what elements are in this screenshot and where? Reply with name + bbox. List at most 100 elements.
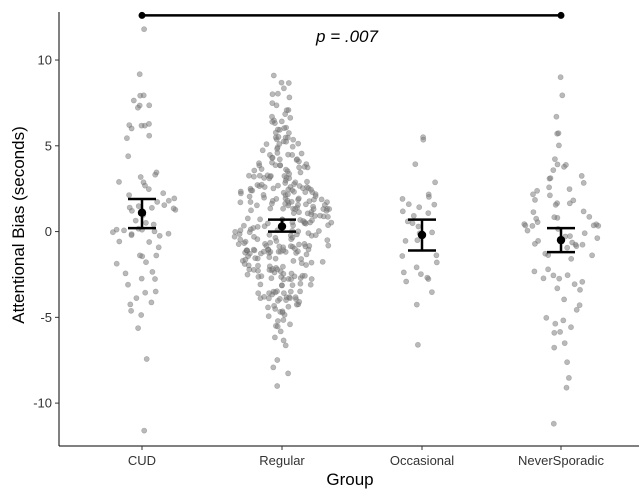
- data-point: [261, 293, 268, 300]
- data-point: [280, 247, 287, 254]
- data-point: [272, 255, 279, 262]
- data-point: [269, 113, 275, 120]
- data-point: [413, 301, 420, 308]
- data-point: [269, 91, 276, 98]
- data-point: [310, 206, 317, 212]
- data-point: [308, 259, 315, 266]
- data-point: [424, 274, 431, 281]
- data-point: [579, 278, 586, 285]
- data-point: [132, 217, 139, 224]
- data-point: [128, 232, 135, 239]
- data-point: [319, 258, 326, 265]
- comparison-endpoint: [138, 11, 146, 19]
- data-point: [279, 309, 286, 316]
- data-point: [269, 100, 276, 106]
- data-point: [264, 220, 271, 227]
- data-point: [237, 199, 244, 206]
- data-point: [287, 243, 294, 250]
- data-point: [288, 270, 295, 277]
- data-point: [280, 189, 287, 196]
- data-point: [295, 201, 301, 208]
- data-point: [552, 156, 558, 162]
- data-point: [283, 297, 289, 303]
- y-tick-label: 0: [45, 224, 52, 239]
- data-point: [258, 166, 265, 172]
- data-point: [269, 118, 276, 125]
- data-point: [246, 193, 253, 200]
- data-point: [283, 166, 289, 173]
- data-point: [142, 182, 148, 189]
- data-point: [126, 192, 133, 198]
- data-point: [307, 281, 314, 288]
- data-point: [116, 238, 123, 245]
- data-point: [580, 179, 587, 186]
- data-point: [589, 252, 595, 259]
- data-point: [412, 161, 419, 168]
- data-point: [244, 215, 251, 222]
- data-point: [128, 125, 135, 132]
- data-point: [318, 196, 325, 203]
- data-point: [110, 229, 116, 236]
- data-point: [594, 235, 601, 241]
- data-point: [551, 329, 558, 336]
- data-point: [148, 299, 155, 306]
- data-point: [308, 211, 315, 218]
- y-tick-label: 10: [38, 53, 52, 68]
- data-point: [231, 233, 238, 240]
- data-point: [285, 151, 291, 158]
- data-point: [560, 317, 567, 324]
- data-point: [295, 228, 302, 235]
- data-point: [146, 102, 153, 109]
- data-point: [415, 223, 422, 230]
- data-point: [561, 296, 567, 303]
- data-point: [413, 264, 420, 271]
- data-point: [266, 231, 273, 238]
- data-point: [425, 193, 432, 200]
- comparison-bracket: [138, 11, 565, 19]
- data-point: [267, 173, 273, 180]
- data-point: [405, 201, 412, 208]
- data-point: [586, 213, 593, 220]
- data-point: [128, 307, 134, 314]
- data-point: [281, 173, 288, 179]
- data-point: [122, 270, 129, 277]
- data-point: [294, 156, 300, 163]
- data-point: [276, 141, 283, 147]
- data-point: [152, 276, 158, 282]
- data-point: [573, 306, 580, 313]
- data-point: [531, 268, 538, 275]
- data-point: [250, 266, 257, 273]
- data-point: [291, 188, 297, 195]
- data-point: [266, 290, 272, 296]
- data-point: [255, 290, 262, 297]
- data-point: [573, 243, 580, 249]
- data-point: [260, 191, 267, 198]
- data-point: [559, 92, 566, 99]
- data-point: [530, 209, 537, 215]
- x-axis-title: Group: [326, 470, 373, 489]
- data-point: [399, 208, 406, 215]
- data-point: [417, 271, 424, 277]
- data-point: [138, 122, 145, 129]
- data-point: [290, 222, 296, 229]
- data-point: [267, 205, 274, 212]
- data-point: [248, 187, 254, 194]
- data-point: [276, 156, 283, 163]
- data-point: [285, 370, 291, 377]
- data-point: [250, 173, 257, 180]
- data-point: [296, 164, 302, 171]
- data-point: [568, 255, 575, 262]
- data-point: [150, 221, 157, 228]
- data-point: [569, 239, 576, 246]
- data-point: [433, 259, 440, 266]
- data-point: [251, 167, 258, 174]
- data-point: [308, 276, 315, 282]
- data-point: [564, 244, 571, 251]
- data-point: [275, 133, 282, 140]
- data-point: [135, 203, 142, 209]
- data-point: [301, 163, 308, 170]
- data-point: [285, 130, 292, 136]
- data-point: [274, 357, 281, 363]
- data-point: [170, 205, 177, 212]
